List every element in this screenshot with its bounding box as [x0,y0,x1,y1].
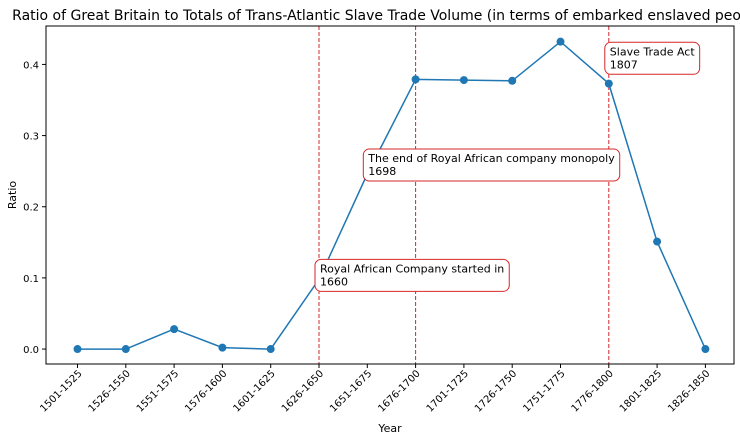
data-point-1501-1525 [73,345,82,354]
y-axis-label: Ratio [6,181,19,210]
annotation-text-line: 1807 [610,58,638,71]
data-point-1826-1850 [701,345,710,354]
data-point-1676-1700 [411,75,420,84]
x-axis: 1501-1525 1526-1550 1551-1575 1576-1600 1601… [38,364,713,415]
x-tick-label: 1701-1725 [425,368,471,414]
data-point-1801-1825 [653,237,662,246]
y-tick-label: 0.2 [23,203,39,214]
annotation-text-line: The end of Royal African company monopol… [367,152,615,165]
annotation-text-line: 1698 [368,165,396,178]
data-point-1551-1575 [170,325,179,334]
x-axis-label: Year [377,422,402,435]
data-point-1751-1775 [556,37,565,46]
data-point-1526-1550 [121,345,130,354]
x-tick-label: 1576-1600 [183,368,229,414]
plot-area [73,26,710,364]
y-tick-label: 0.0 [23,345,39,356]
annotation-2: The end of Royal African company monopol… [362,148,621,182]
y-tick-label: 0.3 [23,132,39,143]
data-point-1701-1725 [459,76,468,85]
x-tick-label: 1751-1775 [521,368,567,414]
x-tick-label: 1626-1650 [280,368,326,414]
annotation-text-line: Royal African Company started in [320,262,504,275]
annotation-box [604,41,701,75]
data-point-1726-1750 [508,76,517,85]
x-tick-label: 1801-1825 [618,368,664,414]
annotation-text-line: Slave Trade Act [610,45,696,58]
axes-frame [45,25,735,365]
x-tick-label: 1501-1525 [38,368,84,414]
annotation-3: Slave Trade Act 1807 [604,41,701,75]
x-tick-label: 1651-1675 [328,368,374,414]
annotation-box [362,148,621,182]
x-tick-label: 1826-1850 [666,368,712,414]
data-point-1576-1600 [218,343,227,352]
x-tick-label: 1676-1700 [376,368,422,414]
x-tick-label: 1776-1800 [570,368,616,414]
data-point-1776-1800 [604,79,613,88]
annotation-text-line: 1660 [320,275,348,288]
x-tick-label: 1601-1625 [231,368,277,414]
y-axis: 0.0 0.1 0.2 0.3 0.4 [23,60,46,356]
y-tick-label: 0.1 [23,274,39,285]
chart-title: Ratio of Great Britain to Totals of Tran… [12,8,740,24]
annotation-box [314,258,510,292]
series-line [77,40,707,350]
x-tick-label: 1726-1750 [473,368,519,414]
data-point-1601-1625 [266,345,275,354]
x-tick-label: 1526-1550 [87,368,133,414]
x-tick-label: 1551-1575 [135,368,181,414]
y-tick-label: 0.4 [23,60,39,71]
